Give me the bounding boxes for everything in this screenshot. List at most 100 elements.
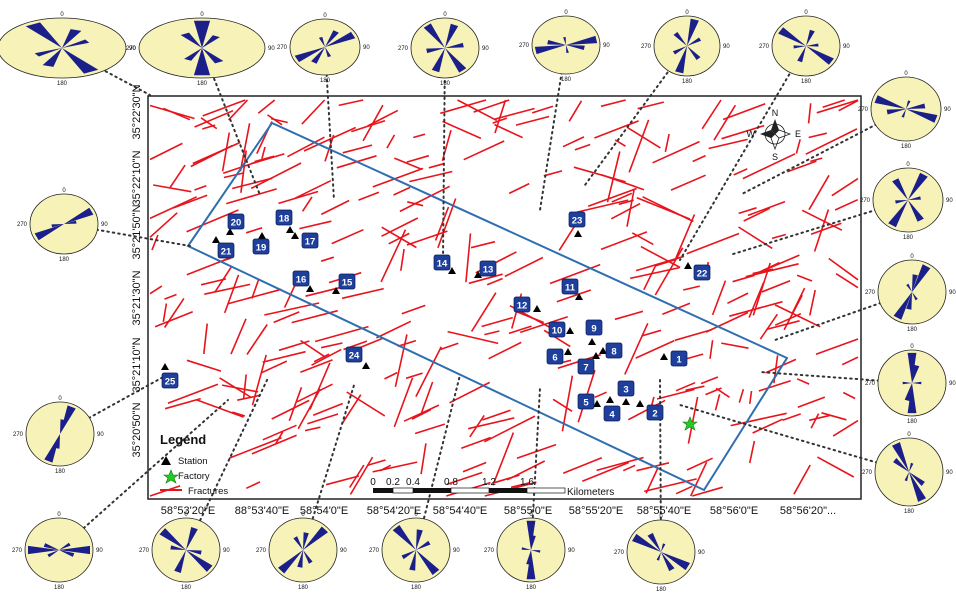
fracture-line bbox=[405, 372, 423, 380]
fracture-line bbox=[407, 201, 424, 207]
rose-label-top: 0 bbox=[184, 512, 188, 518]
fracture-line bbox=[627, 127, 661, 149]
fracture-line bbox=[261, 360, 288, 374]
station-id-box bbox=[617, 380, 635, 397]
rose-petal bbox=[184, 48, 202, 61]
latitude-labels: 35°22'30"N 35°22'10"N 35°21'50"N 35°21'3… bbox=[131, 84, 143, 457]
rose-petal bbox=[895, 200, 908, 204]
fracture-line bbox=[817, 456, 855, 478]
rose-petal bbox=[318, 36, 325, 47]
fracture-line bbox=[805, 128, 858, 155]
station-id-box bbox=[546, 348, 564, 365]
fracture-line bbox=[245, 227, 263, 234]
fracture-line bbox=[441, 129, 452, 162]
fracture-line bbox=[401, 304, 426, 315]
fracture-line bbox=[809, 289, 816, 316]
station-id-box bbox=[292, 270, 310, 287]
rose-label-top: 0 bbox=[60, 12, 64, 18]
rose-label-left: 270 bbox=[17, 222, 28, 228]
rose-petal bbox=[47, 550, 59, 558]
rose-petal bbox=[531, 535, 536, 550]
rose-label-right: 90 bbox=[946, 198, 953, 204]
rose-label-top: 0 bbox=[443, 12, 447, 18]
rose-petal bbox=[892, 442, 909, 472]
station-id-box bbox=[568, 211, 586, 228]
rose-petal bbox=[904, 472, 909, 482]
rose-petal bbox=[888, 200, 908, 228]
fracture-line bbox=[549, 263, 601, 285]
fracture-line bbox=[278, 190, 319, 205]
fracture-line bbox=[470, 240, 496, 249]
fracture-line bbox=[242, 374, 247, 400]
fracture-line bbox=[643, 264, 657, 291]
fracture-line bbox=[270, 117, 288, 124]
fracture-line bbox=[462, 461, 487, 473]
station-marker bbox=[636, 400, 644, 407]
rose-label-left: 270 bbox=[484, 548, 495, 554]
rose-petal bbox=[687, 37, 702, 46]
fracture-line bbox=[414, 423, 446, 435]
fracture-line bbox=[400, 248, 405, 271]
fracture-line bbox=[203, 323, 208, 355]
rose-label-bottom: 180 bbox=[57, 81, 68, 87]
rose-petal bbox=[526, 550, 536, 580]
rose-label-bottom: 180 bbox=[656, 587, 667, 593]
lat-label: 35°22'10"N bbox=[131, 150, 143, 205]
rose-petal bbox=[912, 381, 922, 385]
fracture-line bbox=[807, 103, 812, 124]
fracture-line bbox=[311, 348, 342, 366]
fracture-line bbox=[413, 133, 426, 139]
station-marker bbox=[533, 305, 541, 312]
rose-label-bottom: 180 bbox=[440, 81, 451, 87]
fracture-line bbox=[752, 268, 774, 275]
fracture-line bbox=[320, 342, 343, 349]
rose-label-bottom: 180 bbox=[903, 235, 914, 241]
fracture-line bbox=[531, 105, 554, 114]
rose-label-left: 270 bbox=[12, 548, 23, 554]
rose-label-top: 0 bbox=[804, 10, 808, 16]
station-id-box bbox=[670, 350, 688, 367]
station-id-box bbox=[577, 358, 595, 375]
fracture-line bbox=[261, 146, 266, 160]
rose-label-top: 0 bbox=[659, 514, 663, 520]
rose-label-left: 270 bbox=[256, 548, 267, 554]
fracture-line bbox=[611, 192, 633, 203]
station-marker bbox=[588, 338, 596, 345]
fracture-line bbox=[488, 341, 522, 360]
fracture-line bbox=[821, 412, 847, 421]
rose-label-bottom: 180 bbox=[907, 419, 918, 425]
fracture-line bbox=[262, 350, 306, 363]
rose-petal bbox=[423, 23, 445, 48]
fracture-line bbox=[219, 377, 252, 399]
station-marker bbox=[592, 352, 600, 359]
rose-label-left: 270 bbox=[398, 46, 409, 52]
station-id-box bbox=[338, 273, 356, 290]
rose-petal bbox=[892, 178, 908, 200]
fracture-line bbox=[705, 311, 749, 333]
rose-petal bbox=[51, 224, 64, 228]
rose-petal bbox=[521, 547, 531, 550]
rose-petal bbox=[44, 434, 60, 463]
rose-label-top: 0 bbox=[529, 512, 533, 518]
fracture-line bbox=[271, 399, 310, 420]
fracture-line bbox=[469, 414, 485, 438]
fracture-line bbox=[275, 431, 284, 444]
rose-petal bbox=[28, 545, 59, 555]
lat-label: 35°21'50"N bbox=[131, 204, 143, 259]
fracture-line bbox=[738, 226, 773, 250]
rose-label-bottom: 180 bbox=[561, 77, 572, 83]
rose-label-left: 270 bbox=[519, 43, 530, 49]
fracture-line bbox=[493, 474, 520, 484]
rose-label-left: 270 bbox=[614, 550, 625, 556]
fracture-line bbox=[614, 310, 644, 321]
lat-label: 35°21'10"N bbox=[131, 337, 143, 392]
fracture-line bbox=[664, 133, 670, 153]
fracture-line bbox=[442, 120, 482, 140]
fracture-line bbox=[393, 186, 411, 196]
station-id-label: 5 bbox=[583, 398, 589, 409]
station-id-label: 12 bbox=[517, 301, 528, 312]
fracture-line bbox=[558, 222, 578, 251]
